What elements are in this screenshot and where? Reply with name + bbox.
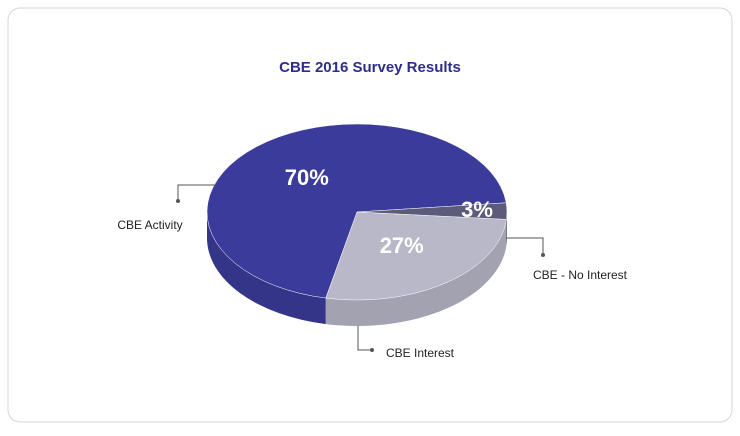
leader-line <box>357 326 372 351</box>
leader-line <box>506 237 544 255</box>
category-label: CBE Interest <box>386 346 455 360</box>
slice-side <box>325 219 507 327</box>
leader-dot <box>370 348 374 352</box>
slice <box>325 211 507 301</box>
slice <box>356 202 508 220</box>
leader-dot <box>541 253 545 257</box>
leader-line <box>177 184 216 201</box>
slice <box>206 123 507 299</box>
slice-side <box>207 212 326 325</box>
category-label: CBE - No Interest <box>533 268 628 282</box>
category-label: CBE Activity <box>117 218 182 232</box>
leader-dot <box>176 199 180 203</box>
chart-title: CBE 2016 Survey Results <box>279 59 461 76</box>
slice-side <box>506 212 507 246</box>
value-label: 27% <box>380 233 424 258</box>
value-label: 3% <box>461 197 493 222</box>
value-label: 70% <box>285 165 329 190</box>
